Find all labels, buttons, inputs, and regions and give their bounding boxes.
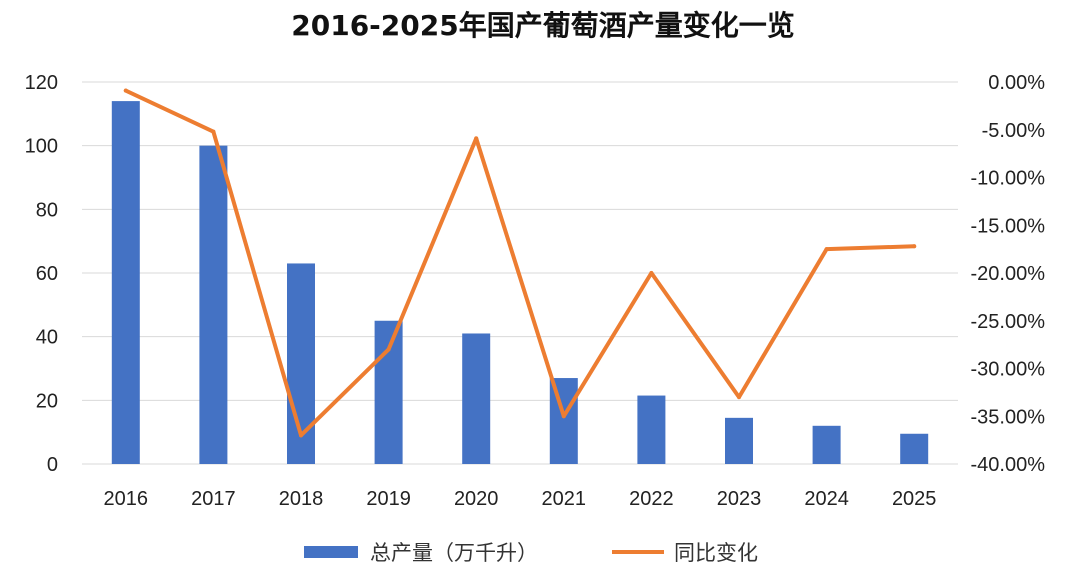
legend-label-bar: 总产量（万千升） [370,541,538,565]
line-point [211,129,216,134]
x-axis-tick-label: 2016 [104,488,149,510]
bar [199,145,228,464]
x-axis-tick-label: 2017 [191,488,236,510]
bar [462,333,491,464]
line-point [649,271,654,275]
line-point [561,414,566,419]
x-axis-tick-label: 2021 [542,488,587,510]
line-series [123,88,917,438]
bar [111,101,140,464]
legend-label-line: 同比变化 [674,541,758,565]
x-axis-tick-label: 2020 [454,488,499,510]
x-axis-tick-label: 2018 [279,488,324,510]
line-point [737,395,741,400]
left-axis-tick-label: 0 [47,454,58,476]
right-axis-tick-label: -25.00% [971,311,1046,333]
yoy-change-line [123,88,917,438]
line-point [912,244,917,249]
bar [374,320,403,464]
bar [812,425,841,464]
x-axis-tick-label: 2025 [892,488,937,510]
left-axis-tick-label: 40 [36,327,58,349]
right-axis-tick-label: -20.00% [971,263,1046,285]
line-point [386,347,391,352]
legend-swatch-bar [304,546,358,558]
x-axis: 2016 2017 2018 2019 2020 2021 2022 2023 2024 2025 [104,488,937,510]
right-axis-tick-label: 0.00% [988,72,1045,94]
line-point [824,247,829,252]
left-axis-tick-label: 20 [36,390,58,412]
x-axis-tick-label: 2023 [717,488,762,510]
bar [725,417,753,464]
right-axis-tick-label: -35.00% [971,406,1046,428]
right-axis-tick-label: -10.00% [971,168,1046,190]
right-y-axis: 0.00% -5.00% -10.00% -15.00% -20.00% -25.00% -… [971,72,1046,476]
right-axis-tick-label: -15.00% [971,215,1046,237]
bar-series [111,101,929,464]
right-axis-tick-label: -5.00% [982,120,1046,142]
gridlines [82,81,958,465]
line-point [299,433,303,438]
x-axis-tick-label: 2024 [804,488,849,510]
right-axis-tick-label: -40.00% [971,454,1046,476]
line-point [123,88,128,93]
line-point [474,136,479,141]
chart-title: 2016-2025年国产葡萄酒产量变化一览 [291,9,794,42]
x-axis-tick-label: 2019 [366,488,411,510]
bar [637,395,666,464]
left-axis-tick-label: 120 [25,72,58,94]
x-axis-tick-label: 2022 [629,488,674,510]
right-axis-tick-label: -30.00% [971,359,1046,381]
legend: 总产量（万千升） 同比变化 [304,541,758,565]
bar [900,433,929,464]
left-axis-tick-label: 80 [36,199,58,221]
left-axis-tick-label: 100 [25,136,58,158]
left-axis-tick-label: 60 [36,263,58,285]
left-y-axis: 0 20 40 60 80 100 120 [25,72,58,476]
